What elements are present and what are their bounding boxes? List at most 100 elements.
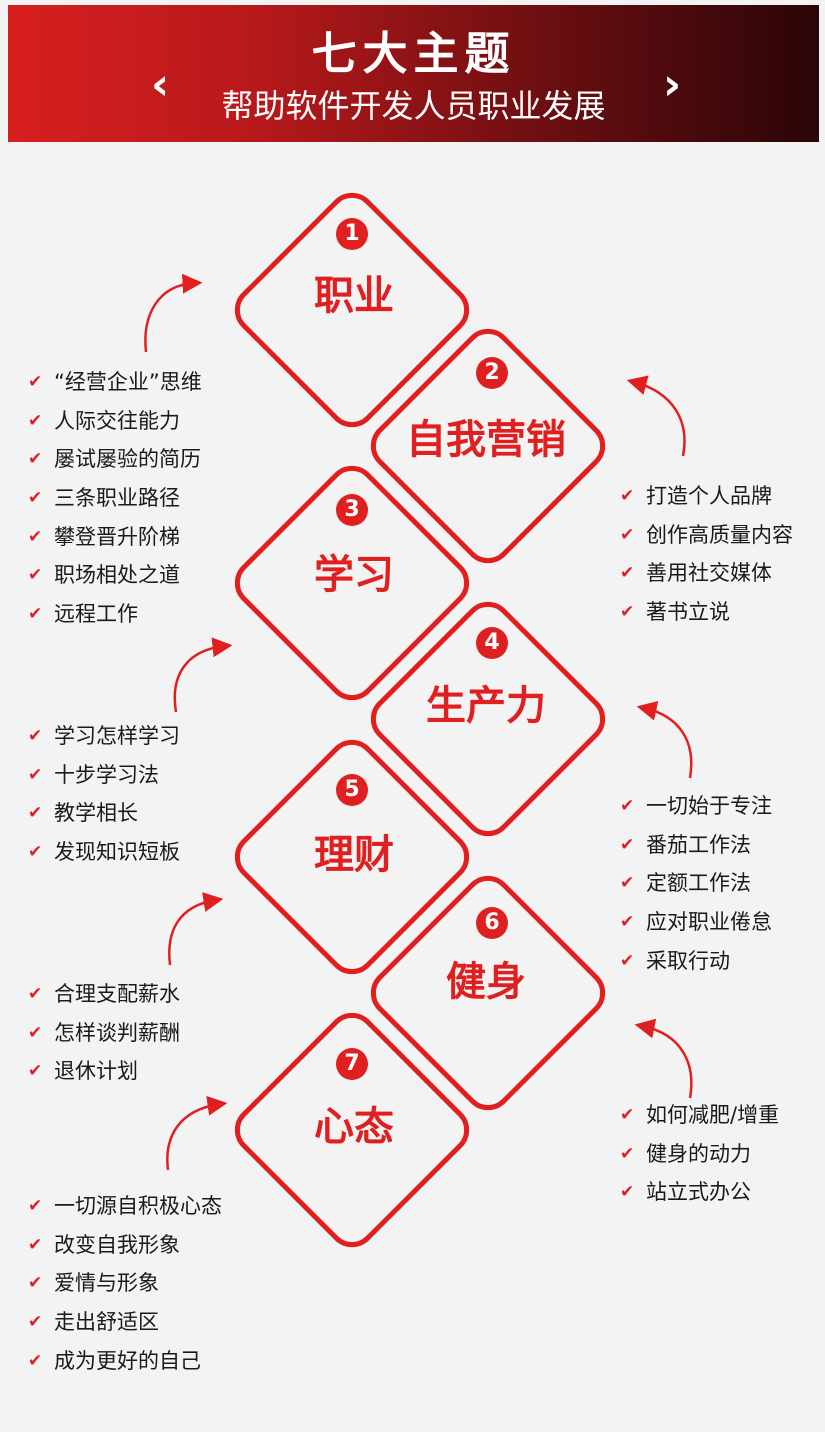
step-4-arrow-icon	[636, 700, 693, 779]
page-subtitle: 帮助软件开发人员职业发展	[221, 87, 606, 125]
list-item: ✔ 合理支配薪水	[28, 975, 180, 1014]
list-item-label: 屡试屡验的简历	[54, 447, 201, 472]
check-icon: ✔	[620, 1182, 635, 1203]
check-icon: ✔	[620, 912, 635, 933]
list-item-label: 健身的动力	[646, 1141, 751, 1166]
step-1-number: 1	[336, 218, 368, 250]
list-item-label: 三条职业路径	[54, 486, 180, 511]
list-item: ✔ 成为更好的自己	[28, 1342, 222, 1381]
list-item-label: 职场相处之道	[54, 563, 180, 588]
step-5-diamond	[234, 739, 470, 975]
list-item: ✔ 退休计划	[28, 1052, 180, 1091]
list-item-label: 十步学习法	[54, 762, 159, 787]
list-item: ✔ 著书立说	[620, 593, 793, 632]
step-6-arrow-icon	[634, 1018, 693, 1099]
list-item-label: 人际交往能力	[54, 408, 180, 433]
step-2-number: 2	[476, 357, 508, 389]
list-item-label: 善用社交媒体	[646, 561, 772, 586]
check-icon: ✔	[28, 803, 43, 824]
step-7-diamond	[234, 1012, 470, 1248]
step-2-title: 自我营销	[406, 417, 566, 463]
step-7-item-list: ✔ 一切源自积极心态 ✔ 改变自我形象 ✔ 爱情与形象 ✔ 走出舒适区 ✔ 成为更好的自己	[28, 1187, 222, 1380]
list-item-label: 一切源自积极心态	[54, 1194, 222, 1218]
list-item-label: 怎样谈判薪酬	[54, 1020, 180, 1045]
list-item-label: 采取行动	[646, 948, 730, 973]
step-4-item-list: ✔ 一切始于专注 ✔ 番茄工作法 ✔ 定额工作法 ✔ 应对职业倦怠 ✔ 采取行动	[620, 787, 772, 980]
step-3-number: 3	[336, 494, 368, 526]
check-icon: ✔	[620, 796, 635, 816]
check-icon: ✔	[28, 372, 43, 392]
step-3-item-list: ✔ 学习怎样学习 ✔ 十步学习法 ✔ 教学相长 ✔ 发现知识短板	[28, 717, 180, 872]
page-title: 七大主题	[311, 27, 516, 80]
step-2-diamond	[370, 328, 606, 564]
list-item-label: 学习怎样学习	[54, 724, 180, 748]
list-item-label: 站立式办公	[646, 1180, 751, 1205]
check-icon: ✔	[28, 488, 43, 509]
step-2-arrow-icon	[626, 375, 686, 457]
check-icon: ✔	[28, 1061, 43, 1082]
check-icon: ✔	[28, 1234, 43, 1255]
list-item: ✔ 健身的动力	[620, 1135, 779, 1174]
check-icon: ✔	[28, 604, 43, 625]
list-item-label: 远程工作	[54, 602, 138, 627]
step-3-diamond	[234, 465, 470, 701]
next-arrow-icon[interactable]: ›	[663, 59, 682, 110]
step-4-title: 生产力	[426, 683, 546, 729]
check-icon: ✔	[28, 1273, 43, 1294]
step-7-title: 心态	[314, 1104, 394, 1150]
list-item-label: 打造个人品牌	[646, 484, 772, 508]
check-icon: ✔	[620, 834, 635, 855]
step-3-arrow-icon	[173, 637, 233, 713]
list-item: ✔ 善用社交媒体	[620, 554, 793, 593]
check-icon: ✔	[620, 563, 635, 584]
list-item: ✔ 一切源自积极心态	[28, 1187, 222, 1226]
list-item: ✔ 远程工作	[28, 595, 202, 634]
check-icon: ✔	[28, 1022, 43, 1043]
list-item-label: “经营企业”思维	[54, 370, 202, 394]
list-item: ✔ 站立式办公	[620, 1173, 779, 1212]
list-item: ✔ 怎样谈判薪酬	[28, 1014, 180, 1053]
step-5-number: 5	[336, 774, 368, 806]
check-icon: ✔	[28, 410, 43, 431]
check-icon: ✔	[28, 526, 43, 547]
step-6-number: 6	[476, 907, 508, 939]
list-item: ✔ “经营企业”思维	[28, 363, 202, 402]
list-item-label: 著书立说	[646, 600, 730, 625]
step-7-arrow-icon	[166, 1095, 228, 1171]
list-item: ✔ 发现知识短板	[28, 833, 180, 872]
check-icon: ✔	[620, 950, 635, 971]
check-icon: ✔	[28, 449, 43, 470]
header-banner: 七大主题 帮助软件开发人员职业发展 ‹ ›	[8, 5, 819, 142]
step-2-item-list: ✔ 打造个人品牌 ✔ 创作高质量内容 ✔ 善用社交媒体 ✔ 著书立说	[620, 477, 793, 632]
list-item: ✔ 创作高质量内容	[620, 516, 793, 555]
step-1-item-list: ✔ “经营企业”思维 ✔ 人际交往能力 ✔ 屡试屡验的简历 ✔ 三条职业路径 ✔ 攀登晋升阶梯 ✔ 职…	[28, 363, 202, 634]
list-item: ✔ 改变自我形象	[28, 1226, 222, 1265]
check-icon: ✔	[620, 1143, 635, 1164]
list-item: ✔ 如何减肥/增重	[620, 1096, 779, 1135]
list-item: ✔ 打造个人品牌	[620, 477, 793, 516]
check-icon: ✔	[620, 486, 635, 506]
list-item: ✔ 攀登晋升阶梯	[28, 518, 202, 557]
step-5-item-list: ✔ 合理支配薪水 ✔ 怎样谈判薪酬 ✔ 退休计划	[28, 975, 180, 1091]
list-item: ✔ 十步学习法	[28, 756, 180, 795]
list-item: ✔ 采取行动	[620, 942, 772, 981]
list-item-label: 改变自我形象	[54, 1232, 180, 1257]
list-item-label: 教学相长	[54, 801, 138, 826]
list-item-label: 一切始于专注	[646, 794, 772, 818]
check-icon: ✔	[620, 1105, 635, 1125]
step-7-number: 7	[336, 1048, 368, 1080]
list-item: ✔ 职场相处之道	[28, 556, 202, 595]
prev-arrow-icon[interactable]: ‹	[151, 59, 170, 110]
step-6-item-list: ✔ 如何减肥/增重 ✔ 健身的动力 ✔ 站立式办公	[620, 1096, 779, 1212]
step-6-title: 健身	[446, 959, 526, 1005]
check-icon: ✔	[620, 602, 635, 623]
step-1-arrow-icon	[144, 273, 203, 353]
check-icon: ✔	[28, 565, 43, 586]
list-item-label: 走出舒适区	[54, 1310, 159, 1335]
step-4-number: 4	[476, 627, 508, 659]
step-6-diamond	[370, 875, 606, 1111]
check-icon: ✔	[28, 1350, 43, 1371]
list-item-label: 爱情与形象	[54, 1271, 159, 1296]
step-3-title: 学习	[314, 552, 394, 598]
